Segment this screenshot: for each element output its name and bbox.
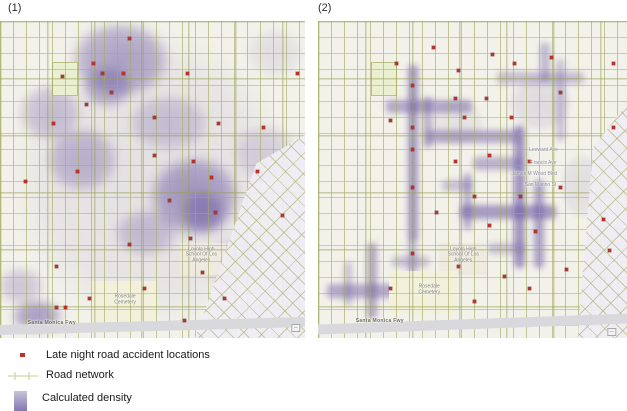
legend: Late night road accident locations Road … [0,344,627,411]
accident-dot [389,287,393,291]
accident-dot [611,125,615,129]
accident-dot [518,195,522,199]
map-text-label: Rosedale Cemetery [114,293,136,305]
accident-dot [122,71,125,75]
panel-1-label: (1) [8,2,22,14]
accident-point-icon [20,353,25,357]
accident-dot [410,252,414,256]
accident-dot [487,223,491,227]
accident-dot [85,103,89,107]
accident-dot [152,154,156,158]
legend-label: Late night road accident locations [46,349,210,361]
road-line-icon [8,369,38,381]
panel-2-label: (2) [318,2,332,14]
accident-dot [54,265,58,269]
accident-dot [152,116,156,120]
accident-dot [280,214,284,218]
legend-item-density: Calculated density [8,386,132,411]
map-overlays: Leeward Ave Francis Ave James M Wood Blvd S… [318,21,627,338]
accident-dot [51,122,55,126]
accident-dot [213,211,217,215]
density-gradient-icon [14,391,27,411]
accident-dot [410,84,414,88]
map-overlays: Loyola High School Of Los Angeles Rosedal… [0,21,305,338]
accident-dot [128,242,132,246]
accident-dot [559,90,563,94]
accident-dot [512,62,516,66]
accident-dot [201,271,205,275]
road-network-grid [318,21,627,338]
accident-dot [435,211,439,215]
accident-dot [484,97,488,101]
accident-dot [528,287,532,291]
map-text-label: Rosedale Cemetery [418,283,441,296]
map-text-label: Leeward Ave [529,147,558,154]
accident-dot [410,185,414,189]
legend-label: Road network [46,369,114,381]
accident-dot [602,217,606,221]
legend-item-road-network: Road network [8,368,114,382]
accident-dot [528,160,532,164]
map-text-label: Santa Monica Fwy [27,319,76,326]
map-text-label: James M Wood Blvd [511,170,558,177]
accident-dot [509,116,513,120]
accident-dot [395,62,399,66]
accident-dot [503,274,507,278]
accident-dot [189,236,193,240]
accident-dot [472,195,476,199]
accident-dot [389,119,393,123]
accident-dot [453,160,457,164]
accident-dot [487,154,491,158]
accident-dot [565,268,569,272]
accident-dot [24,179,28,183]
map-text-label: Francis Ave [530,159,557,166]
accident-dot [410,125,414,129]
map-panel-network-density: Leeward Ave Francis Ave James M Wood Blvd S… [318,21,627,338]
accident-dot [167,198,171,202]
accident-dot [128,36,132,40]
accident-dot [457,265,461,269]
accident-dot [611,62,615,66]
map-text-label: Santa Monica Fwy [355,318,404,325]
accident-dot [76,169,80,173]
accident-dot [88,296,92,300]
accident-dot [534,230,538,234]
accident-dot [295,71,299,75]
accident-dot [559,185,563,189]
accident-dot [192,160,196,164]
legend-item-accidents: Late night road accident locations [8,348,210,362]
accident-dot [186,71,190,75]
accident-dot [216,122,220,126]
legend-label: Calculated density [42,392,132,404]
accident-dot [262,125,266,129]
accident-dot [54,306,58,310]
accident-dot [432,46,436,50]
accident-dot [463,116,467,120]
accident-dot [91,62,95,66]
accident-dot [472,299,476,303]
accident-dot [608,249,612,253]
basemap-credit-icon: – [291,324,301,333]
map-text-label: San Marino St [524,181,557,188]
basemap-credit-icon: – [606,327,617,336]
accident-dot [457,68,461,72]
accident-dot [410,147,414,151]
accident-dot [109,90,113,94]
accident-dot [256,169,260,173]
accident-dot [549,55,553,59]
accident-dot [453,97,457,101]
accident-dot [61,74,64,78]
map-panel-kernel-density: Loyola High School Of Los Angeles Rosedal… [0,21,305,338]
accident-dot [64,306,68,310]
accident-dot [100,71,104,75]
accident-dot [183,318,186,322]
map-text-label: Loyola High School Of Los Angeles [447,245,479,264]
accident-dot [143,287,147,291]
accident-dot [491,52,495,56]
accident-dot [222,296,226,300]
accident-dot [210,176,214,180]
map-text-label: Loyola High School Of Los Angeles [185,245,217,264]
